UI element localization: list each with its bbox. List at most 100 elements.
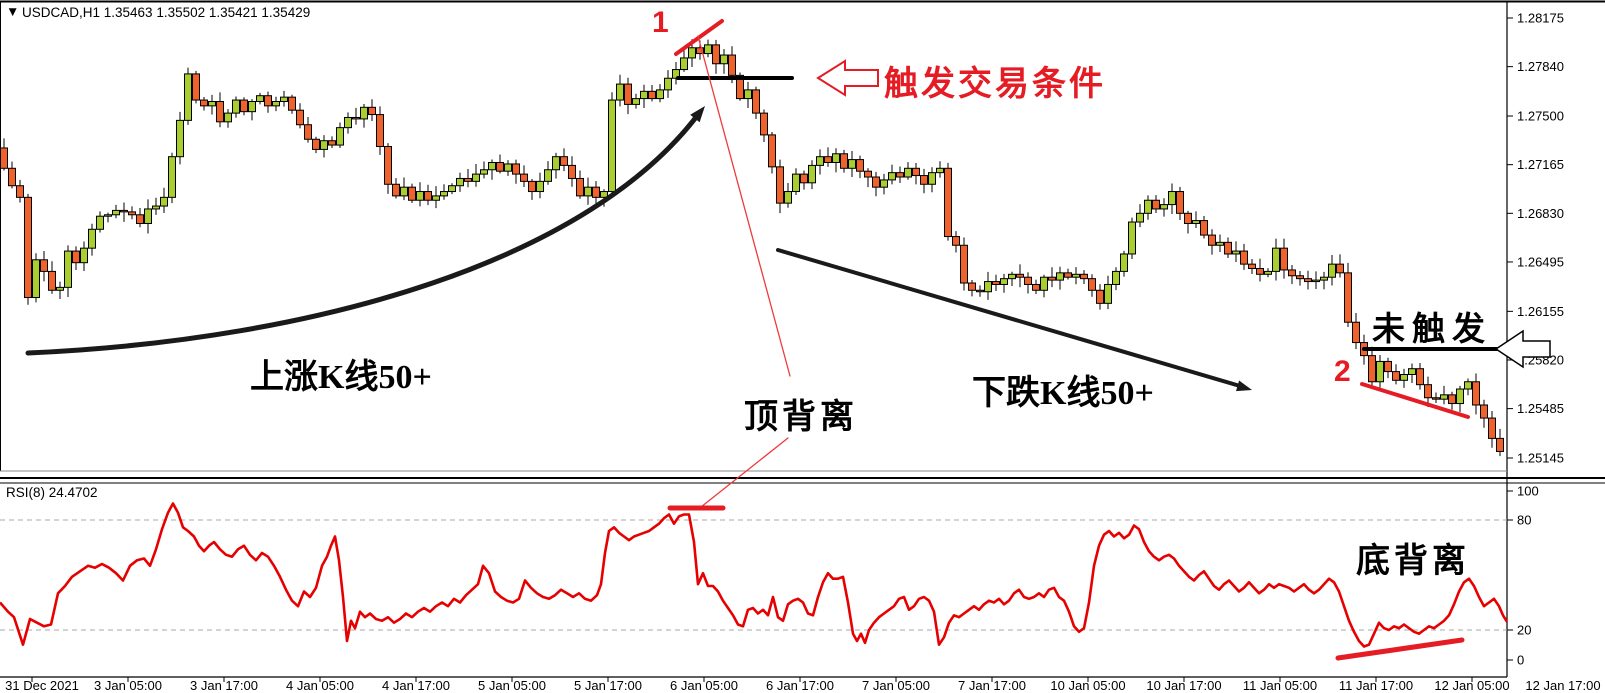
candle-body [1024,276,1032,285]
candle-body [1160,204,1168,210]
candle-body [1400,374,1408,381]
candle [56,281,64,299]
candle [320,135,328,158]
time-axis-label: 6 Jan 05:00 [670,678,738,693]
candle [840,149,848,173]
candle-body [808,164,816,184]
candle-body [1352,321,1360,344]
candle [808,160,816,190]
rsi-axis-label: 80 [1517,513,1531,528]
candle-body [600,191,608,198]
candle-body [1032,283,1040,291]
candle [384,143,392,194]
candle-body [832,153,840,163]
candle-body [1200,220,1208,236]
candle-body [1176,191,1184,214]
candle-body [296,109,304,126]
candle-body [1000,278,1008,285]
symbol-dropdown-icon[interactable]: ▼ [6,4,19,19]
candle [1072,267,1080,285]
candle-body [368,106,376,116]
candle [360,103,368,128]
candle-body [1320,276,1328,281]
candle-body [416,191,424,201]
candle-body [960,244,968,284]
candle-body [480,169,488,175]
candle-body [464,177,472,182]
candle-body [840,153,848,169]
candle-body [1312,279,1320,283]
rsi-chart-canvas[interactable] [0,483,1507,677]
candle-body [1416,368,1424,386]
candle-body [1304,278,1312,283]
candle [96,211,104,233]
price-axis-label: 1.27165 [1517,157,1564,172]
candle [352,107,360,125]
candle-body [1232,250,1240,255]
candle-body [872,176,880,188]
candle-body [88,228,96,249]
candle [552,152,560,179]
candle-body [192,73,200,101]
candle-body [248,100,256,113]
candle [472,163,480,187]
candle [1472,373,1480,415]
candle [1112,267,1120,291]
candle [520,165,528,188]
candle-body [568,164,576,179]
candle [1456,385,1464,413]
candle-body [928,172,936,185]
candle [536,172,544,199]
trigger-red-arrow-left [816,59,879,97]
candle [1488,410,1496,448]
candle-body [176,119,184,158]
candle [952,231,960,253]
candle-body [592,186,600,198]
candle [1080,270,1088,285]
candle [776,159,784,214]
candle [1240,243,1248,270]
candle-body [1096,289,1104,304]
time-axis-label: 10 Jan 05:00 [1050,678,1125,693]
candle-body [104,214,112,217]
candle-body [1336,263,1344,274]
candle [152,197,160,215]
candle-body [232,99,240,114]
candle-body [448,185,456,193]
candle-body [40,259,48,272]
candle [784,183,792,208]
candle [744,81,752,109]
rsi-gridlines [0,519,1507,631]
candle [928,167,936,193]
candle-body [1072,273,1080,278]
candle-body [512,163,520,175]
candle-body [456,177,464,187]
candle [488,159,496,180]
time-axis-label: 5 Jan 17:00 [574,678,642,693]
candle-body [576,177,584,197]
candle-body [1120,253,1128,272]
candle-body [408,186,416,201]
candle-body [392,183,400,197]
candle-body [208,100,216,107]
candle [816,149,824,175]
candle [328,136,336,148]
candle [1136,204,1144,228]
candle-body [648,90,656,100]
price-axis-label: 1.27840 [1517,59,1564,74]
candle [544,161,552,185]
candle-body [264,95,272,107]
annotation-trigger-condition-text: 触发交易条件 [884,64,1106,103]
candle [768,131,776,174]
candle-body [216,100,224,123]
candle-body [1104,283,1112,304]
right-red-trendline [1360,382,1470,419]
candle [568,156,576,187]
candle [128,206,136,220]
candle [1328,254,1336,286]
candle [1256,258,1264,282]
candle [0,138,8,171]
candle [1416,363,1424,390]
candle [984,271,992,300]
candle-body [1328,263,1336,278]
